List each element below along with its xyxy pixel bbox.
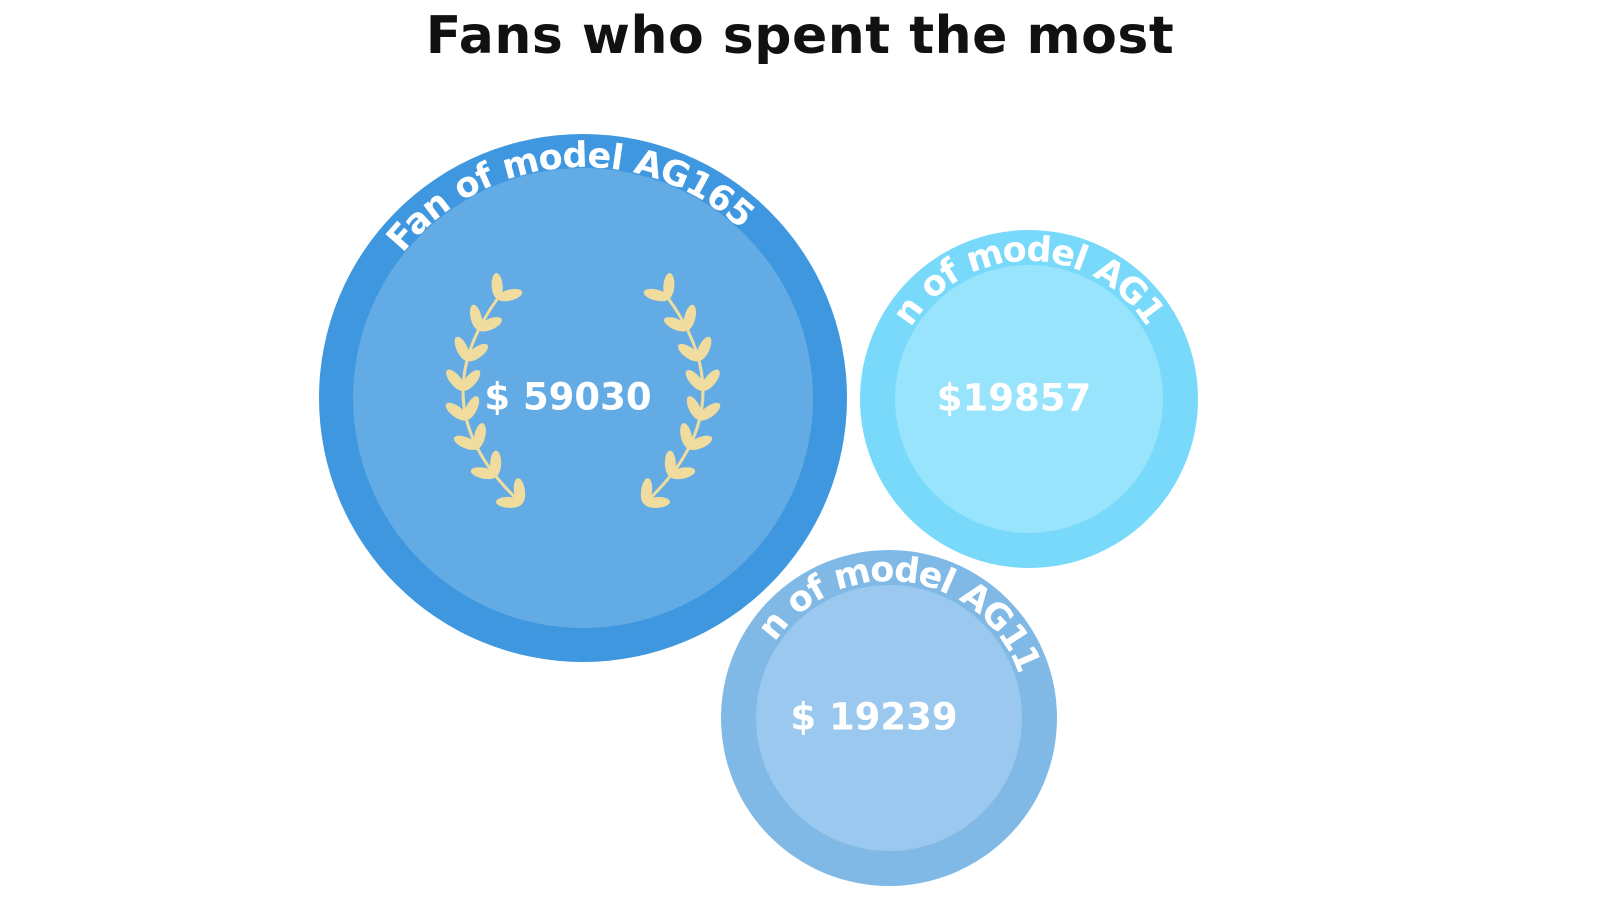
chart-title: Fans who spent the most [425, 6, 1175, 66]
bubble-inner-disc [756, 585, 1022, 851]
bubble-inner-disc [353, 168, 813, 628]
bubble-value: $ 19239 [790, 696, 957, 739]
bubble-value: $ 59030 [484, 376, 651, 419]
bubble-inner-disc [895, 265, 1163, 533]
laurel-wreath-icon [445, 273, 721, 508]
bubble-value: $19857 [937, 377, 1091, 420]
laurel-left-branch [445, 273, 526, 508]
laurel-right-branch [640, 273, 721, 508]
bubble-1: Fan of model AG165$ 59030 [319, 134, 847, 662]
